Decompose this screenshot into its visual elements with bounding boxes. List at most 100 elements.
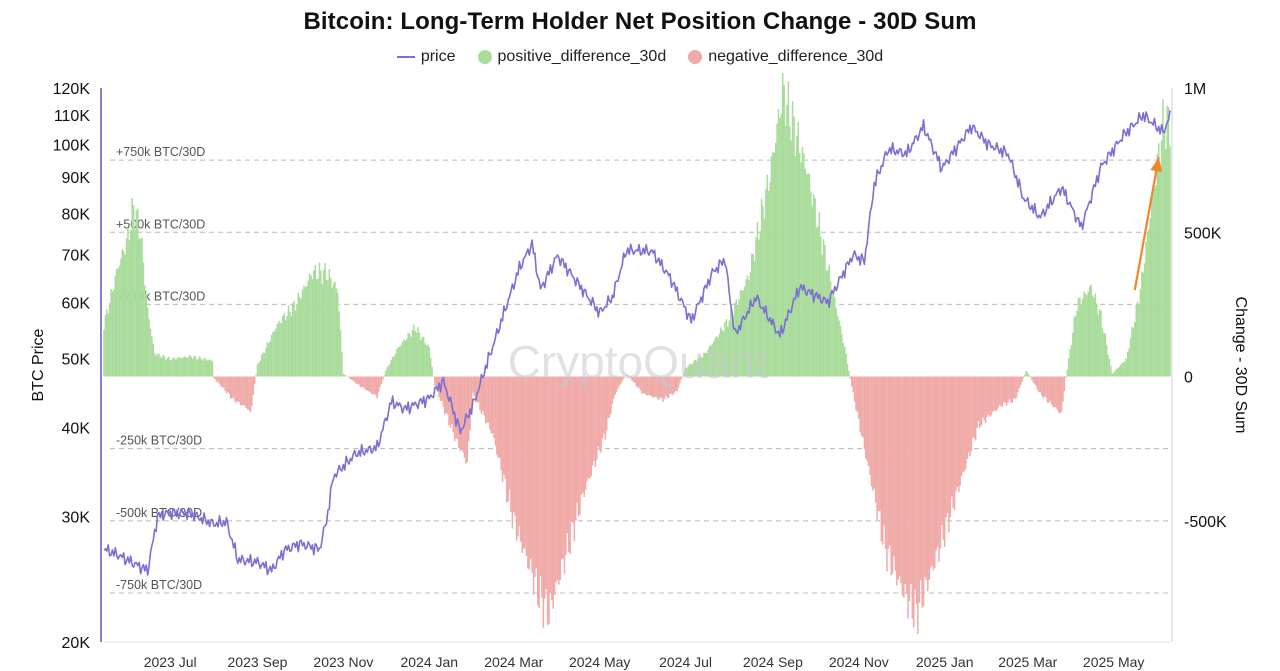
negative-difference-bar — [1055, 376, 1057, 408]
positive-difference-bar — [801, 147, 804, 377]
positive-difference-bar — [718, 333, 721, 377]
positive-difference-bar — [725, 319, 728, 377]
negative-difference-bar — [491, 376, 494, 434]
negative-difference-bar — [253, 376, 256, 384]
legend-item-price[interactable]: price — [396, 48, 456, 66]
negative-difference-bar — [603, 376, 605, 434]
positive-difference-bar — [693, 360, 695, 377]
negative-difference-bar — [862, 376, 864, 438]
negative-difference-bar — [910, 376, 912, 584]
negative-difference-bar — [503, 376, 505, 475]
positive-difference-bar — [342, 373, 345, 377]
negative-difference-bar — [673, 376, 676, 393]
positive-difference-bar — [421, 336, 424, 377]
negative-difference-bar — [962, 376, 964, 473]
positive-difference-bar — [315, 279, 318, 377]
negative-difference-bar — [597, 376, 600, 447]
positive-difference-bar — [1097, 314, 1099, 377]
positive-difference-bar — [1110, 365, 1112, 377]
negative-difference-bar — [953, 376, 956, 511]
negative-difference-bar — [508, 376, 511, 490]
negative-difference-bar — [484, 376, 487, 424]
negative-difference-bar — [920, 376, 922, 581]
positive-difference-bar — [427, 344, 429, 377]
negative-difference-bar — [349, 376, 352, 380]
x-tick-label: 2025 Jan — [916, 654, 974, 670]
negative-difference-bar — [665, 376, 667, 396]
negative-difference-bar — [942, 376, 945, 540]
positive-difference-bar — [1152, 186, 1154, 377]
positive-difference-bar — [729, 309, 732, 377]
negative-difference-bar — [946, 376, 949, 513]
positive-difference-bar — [705, 353, 708, 377]
negative-difference-bar — [359, 376, 362, 387]
negative-difference-bar — [855, 376, 857, 411]
negative-difference-bar — [591, 376, 594, 466]
positive-difference-bar — [404, 340, 407, 377]
negative-difference-bar — [1041, 376, 1043, 396]
negative-difference-bar — [455, 376, 457, 439]
positive-difference-bar — [727, 326, 729, 377]
positive-difference-bar — [130, 230, 132, 377]
negative-difference-bar — [856, 376, 859, 412]
positive-difference-bar — [734, 302, 736, 377]
positive-difference-bar — [201, 360, 204, 377]
negative-difference-bar — [620, 376, 622, 384]
negative-difference-bar — [1005, 376, 1008, 406]
positive-difference-bar — [1141, 271, 1143, 377]
negative-difference-bar — [955, 376, 957, 492]
positive-difference-bar — [846, 363, 849, 377]
x-tick-label: 2024 Sep — [743, 654, 803, 670]
negative-difference-bar — [497, 376, 500, 458]
negative-difference-bar — [217, 376, 219, 383]
positive-difference-bar — [687, 365, 690, 377]
legend-item-positive[interactable]: positive_difference_30d — [477, 48, 666, 66]
negative-difference-bar — [248, 376, 250, 411]
positive-difference-bar — [142, 262, 145, 377]
negative-difference-bar — [436, 376, 439, 392]
positive-difference-bar — [703, 352, 705, 377]
positive-difference-bar — [322, 269, 325, 377]
negative-difference-bar — [1038, 376, 1040, 393]
negative-difference-bar — [663, 376, 666, 399]
negative-difference-bar — [977, 376, 980, 422]
positive-difference-bar — [756, 222, 759, 377]
positive-difference-bar — [1083, 291, 1085, 377]
positive-difference-bar — [303, 285, 305, 377]
negative-difference-bar — [601, 376, 604, 439]
positive-difference-bar — [153, 353, 156, 377]
chart-legend: price positive_difference_30d negative_d… — [0, 48, 1280, 66]
negative-difference-bar — [1050, 376, 1053, 405]
positive-difference-bar — [1081, 298, 1084, 377]
positive-difference-bar — [1069, 348, 1071, 377]
positive-difference-bar — [391, 356, 394, 377]
negative-difference-bar — [614, 376, 616, 395]
positive-difference-bar — [1073, 317, 1075, 377]
positive-difference-bar — [384, 370, 387, 377]
positive-difference-bar — [403, 339, 405, 377]
positive-difference-bar — [1025, 370, 1028, 377]
positive-difference-bar — [822, 239, 825, 377]
positive-difference-bar — [765, 189, 767, 377]
legend-label-negative: negative_difference_30d — [708, 48, 884, 65]
y-left-tick-label: 20K — [62, 635, 91, 652]
annotation-arrow-head — [1150, 157, 1163, 173]
positive-difference-bar — [715, 336, 718, 377]
legend-item-negative[interactable]: negative_difference_30d — [688, 48, 883, 66]
negative-difference-bar — [865, 376, 867, 459]
negative-difference-bar — [238, 376, 240, 403]
positive-difference-bar — [263, 353, 266, 377]
positive-difference-bar — [406, 339, 408, 377]
positive-difference-bar — [260, 354, 263, 377]
positive-difference-bar — [139, 238, 142, 377]
positive-difference-bar — [1124, 361, 1126, 377]
negative-difference-bar — [218, 376, 221, 384]
negative-difference-bar — [669, 376, 671, 394]
positive-difference-bar — [341, 352, 343, 377]
positive-difference-bar — [814, 198, 816, 377]
positive-difference-bar — [387, 365, 390, 377]
negative-difference-bar — [1000, 376, 1002, 407]
legend-dot-icon-red — [688, 50, 703, 64]
negative-difference-bar — [237, 376, 239, 402]
negative-difference-bar — [532, 376, 535, 595]
